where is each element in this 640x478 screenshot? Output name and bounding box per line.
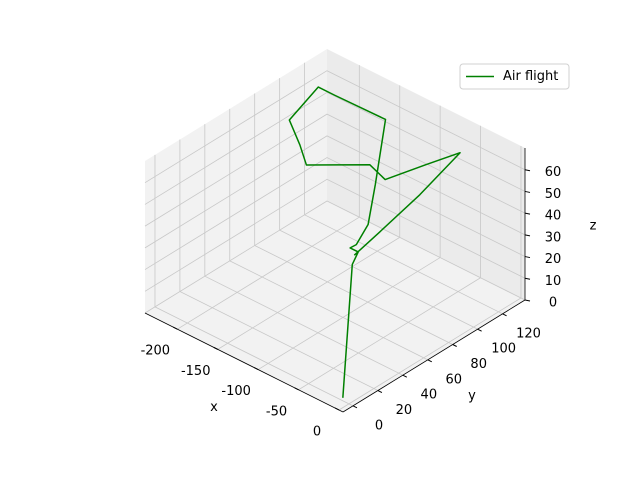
y-tick [427,359,432,363]
y-tick-label: 20 [396,403,413,418]
panes [145,49,525,412]
z-tick [524,299,531,302]
z-tick-label: 40 [545,209,562,224]
x-axis [144,312,344,413]
y-tick-label: 100 [491,342,516,357]
y-tick-label: 0 [375,418,383,433]
legend-label: Air flight [503,69,558,84]
y-tick [452,344,457,347]
y-tick [352,405,358,409]
z-tick-label: 60 [545,165,562,180]
grid-line [144,70,526,184]
z-tick [524,234,531,237]
grid-line [144,200,526,314]
x-axis-label: x [210,400,218,415]
flight-line [288,86,461,398]
grid-line [144,178,526,292]
y-tick [502,313,507,317]
z-tick [524,190,531,193]
z-tick-label: 50 [545,187,562,202]
y-tick-label: 120 [516,326,541,341]
y-tick-label: 80 [470,357,487,372]
y-tick [402,374,408,378]
z-tick [524,256,531,259]
grid-line [144,113,526,227]
z-tick-label: 10 [545,274,562,289]
z-tick [524,212,531,215]
x-tick-label: -200 [141,344,171,359]
grid [144,62,531,413]
legend-box [459,63,570,90]
z-tick-label: 0 [549,296,557,311]
x-tick-label: -100 [221,384,251,399]
z-tick [524,277,531,280]
y-tick [477,328,482,332]
grid-line [144,135,526,249]
left-pane [145,49,327,313]
x-tick-label: -150 [181,364,211,379]
y-axis-label: y [468,389,476,404]
y-tick-label: 40 [421,388,438,403]
grid-line [144,91,526,205]
grid-line [144,157,526,270]
back-pane [327,49,525,300]
x-tick-label: -50 [266,404,287,419]
z-axis-label: z [590,219,597,234]
legend: Air flight [459,63,570,90]
floor-pane [145,201,525,412]
z-tick-label: 30 [545,230,562,245]
z-tick-label: 20 [545,252,562,267]
y-axis [342,299,526,413]
z-tick [524,169,531,172]
y-tick [377,390,383,393]
marks [288,86,461,398]
x-tick-label: 0 [313,424,321,439]
y-tick-label: 60 [445,372,462,387]
